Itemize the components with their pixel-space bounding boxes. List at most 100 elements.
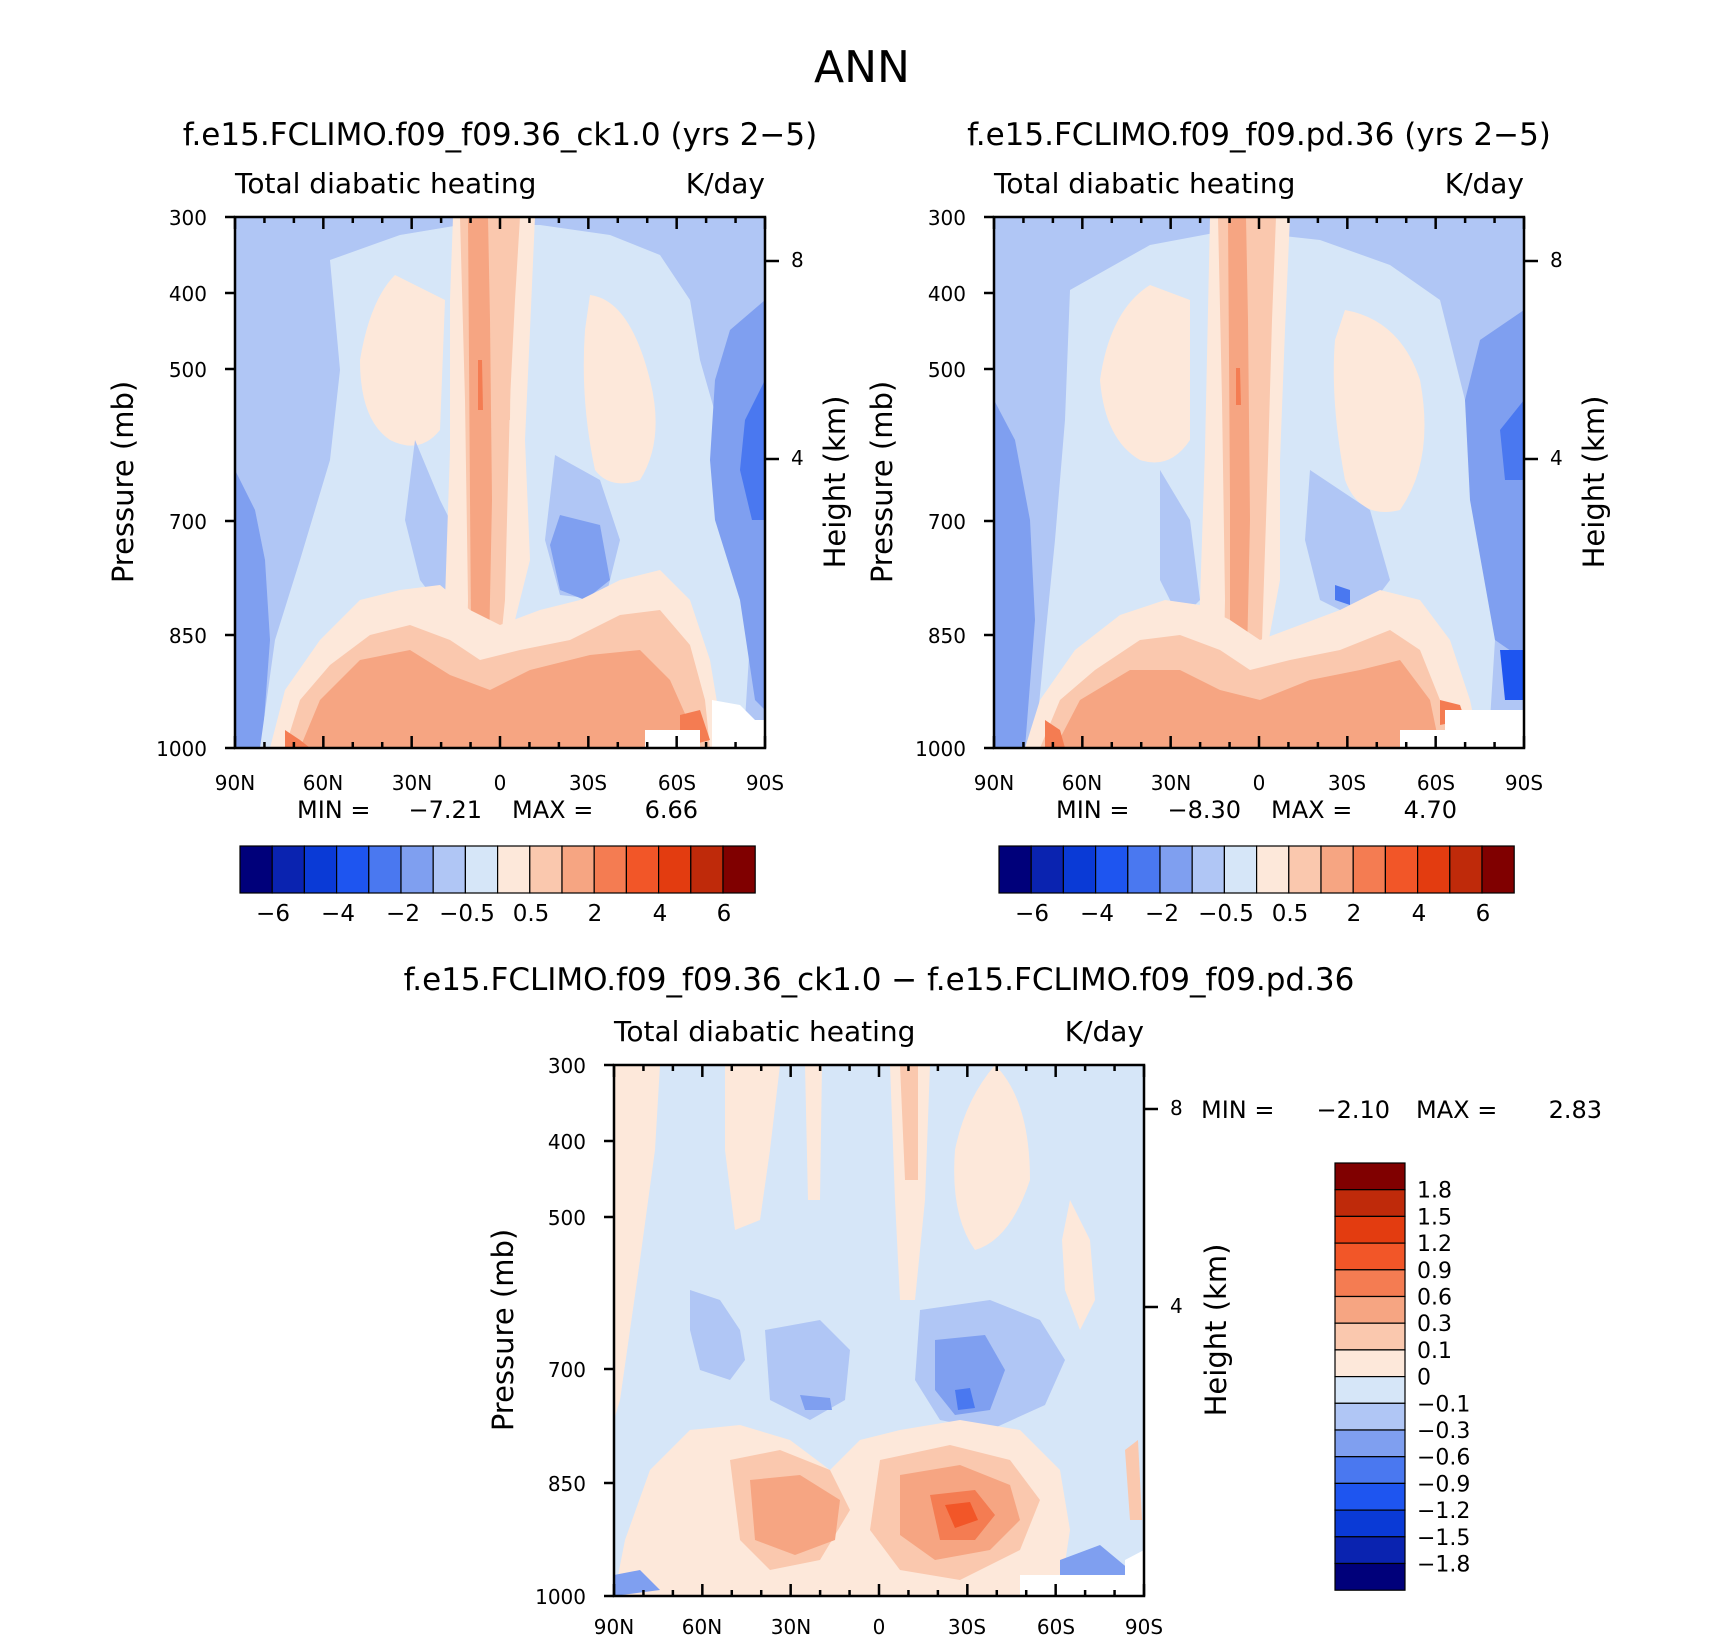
colorbar-box — [1334, 1456, 1406, 1484]
colorbar-box — [336, 845, 370, 894]
colorbar-box — [561, 845, 595, 894]
x-tick-label: 90S — [1505, 771, 1543, 795]
colorbar-tick-label: −1.8 — [1417, 1553, 1470, 1578]
y-right-tick-label: 8 — [791, 248, 804, 272]
colorbar-tick-label: −0.1 — [1417, 1392, 1470, 1417]
panel-3-colorbar-labels: 1.81.51.20.90.60.30.10−0.1−0.3−0.6−0.9−1… — [1417, 1179, 1470, 1578]
colorbar-tick-label: −0.3 — [1417, 1419, 1470, 1444]
x-tick-label: 30S — [1328, 771, 1366, 795]
x-tick-label: 0 — [873, 1615, 886, 1636]
colorbar-box — [497, 845, 531, 894]
panel-2-y-tick-labels: 300 400 500 700 850 1000 — [915, 206, 966, 761]
y-tick-label: 400 — [548, 1130, 586, 1154]
panel-1-y-axis-label: Pressure (mb) — [106, 381, 140, 583]
panel-1-title: f.e15.FCLIMO.f09_f09.36_ck1.0 (yrs 2−5) — [183, 117, 817, 153]
colorbar-box — [303, 845, 338, 894]
colorbar-box — [529, 845, 563, 894]
x-tick-label: 30S — [569, 771, 607, 795]
panel-1-y-right-axis-label: Height (km) — [818, 396, 852, 569]
colorbar-box — [722, 845, 756, 894]
panel-3-subtitle-left: Total diabatic heating — [613, 1015, 915, 1048]
x-tick-label: 90N — [594, 1615, 634, 1636]
colorbar-tick-label: −0.5 — [439, 901, 495, 927]
y-right-tick-label: 4 — [791, 446, 804, 470]
colorbar-box — [1334, 1269, 1406, 1298]
panel-2-x-tick-labels: 90N 60N 30N 0 30S 60S 90S — [974, 771, 1543, 795]
colorbar-tick-label: −4 — [321, 901, 355, 927]
colorbar-tick-label: 6 — [717, 901, 732, 927]
colorbar-tick-label: 6 — [1476, 901, 1491, 927]
panel-1-axis-ticks — [225, 215, 779, 750]
panel-3-y-right-axis-label: Height (km) — [1199, 1244, 1233, 1417]
x-tick-label: 60S — [1037, 1615, 1075, 1636]
colorbar-tick-label: −2 — [1145, 901, 1179, 927]
y-right-tick-label: 8 — [1170, 1096, 1183, 1120]
panel-3-colorbar — [1334, 1162, 1406, 1591]
colorbar-box — [464, 845, 499, 894]
panel-2: f.e15.FCLIMO.f09_f09.pd.36 (yrs 2−5) Tot… — [865, 117, 1611, 927]
colorbar-box — [1320, 845, 1354, 894]
y-tick-label: 700 — [928, 510, 966, 534]
colorbar-tick-label: −6 — [1015, 901, 1049, 927]
colorbar-box — [368, 845, 402, 894]
x-tick-label: 60S — [658, 771, 696, 795]
colorbar-box — [998, 845, 1032, 894]
panel-2-min-label: MIN = — [1056, 796, 1129, 824]
colorbar-box — [432, 845, 467, 894]
y-tick-label: 700 — [548, 1358, 586, 1382]
x-tick-label: 60S — [1417, 771, 1455, 795]
colorbar-box — [1255, 845, 1290, 894]
panel-1-y-tick-labels: 300 400 500 700 850 1000 — [156, 206, 207, 761]
colorbar-tick-label: 2 — [588, 901, 603, 927]
colorbar-box — [1094, 845, 1129, 894]
y-tick-label: 500 — [548, 1206, 586, 1230]
panel-2-title: f.e15.FCLIMO.f09_f09.pd.36 (yrs 2−5) — [967, 117, 1551, 153]
colorbar-box — [1334, 1242, 1406, 1271]
colorbar-tick-label: −0.6 — [1417, 1446, 1470, 1471]
colorbar-tick-label: 1.5 — [1417, 1205, 1452, 1230]
x-tick-label: 30S — [948, 1615, 986, 1636]
colorbar-tick-label: 0.9 — [1417, 1259, 1452, 1284]
colorbar-tick-label: 0 — [1417, 1366, 1431, 1391]
panel-3-axis-ticks — [604, 1063, 1158, 1598]
y-tick-label: 400 — [169, 282, 207, 306]
panel-2-axis-ticks — [984, 215, 1538, 750]
panel-3-min-label: MIN = — [1201, 1096, 1274, 1124]
colorbar-box — [1223, 845, 1258, 894]
y-tick-label: 300 — [928, 206, 966, 230]
colorbar-tick-label: 4 — [653, 901, 668, 927]
colorbar-box — [690, 845, 724, 894]
colorbar-box — [1416, 845, 1451, 894]
colorbar-box — [1334, 1322, 1406, 1351]
colorbar-box — [1334, 1215, 1406, 1244]
x-tick-label: 0 — [1253, 771, 1266, 795]
panel-3-y-right-tick-labels: 8 4 — [1170, 1096, 1183, 1318]
colorbar-box — [400, 845, 434, 894]
x-tick-label: 60N — [303, 771, 343, 795]
x-tick-label: 0 — [494, 771, 507, 795]
panel-1-min-label: MIN = — [297, 796, 370, 824]
x-tick-label: 30N — [771, 1615, 811, 1636]
panel-3-min-value: −2.10 — [1316, 1096, 1390, 1124]
colorbar-box — [239, 845, 273, 894]
colorbar-box — [1334, 1295, 1406, 1324]
colorbar-tick-label: 1.8 — [1417, 1179, 1452, 1204]
y-right-tick-label: 4 — [1170, 1294, 1183, 1318]
colorbar-box — [1334, 1482, 1406, 1511]
y-tick-label: 400 — [928, 282, 966, 306]
colorbar-tick-label: 0.3 — [1417, 1312, 1452, 1337]
panel-1-subtitle-left: Total diabatic heating — [234, 167, 536, 200]
y-right-tick-label: 8 — [1550, 248, 1563, 272]
panel-1-contour-field — [235, 217, 765, 748]
panel-2-colorbar-labels: −6 −4 −2 −0.5 0.5 2 4 6 — [1015, 901, 1490, 927]
panel-3-contour-field — [614, 1065, 1144, 1596]
colorbar-box — [1191, 845, 1225, 894]
colorbar-box — [1288, 845, 1322, 894]
colorbar-box — [1334, 1536, 1406, 1565]
y-tick-label: 1000 — [915, 737, 966, 761]
y-tick-label: 300 — [548, 1054, 586, 1078]
colorbar-box — [1334, 1375, 1406, 1404]
colorbar-box — [1030, 845, 1064, 894]
colorbar-box — [657, 845, 692, 894]
y-tick-label: 850 — [169, 624, 207, 648]
